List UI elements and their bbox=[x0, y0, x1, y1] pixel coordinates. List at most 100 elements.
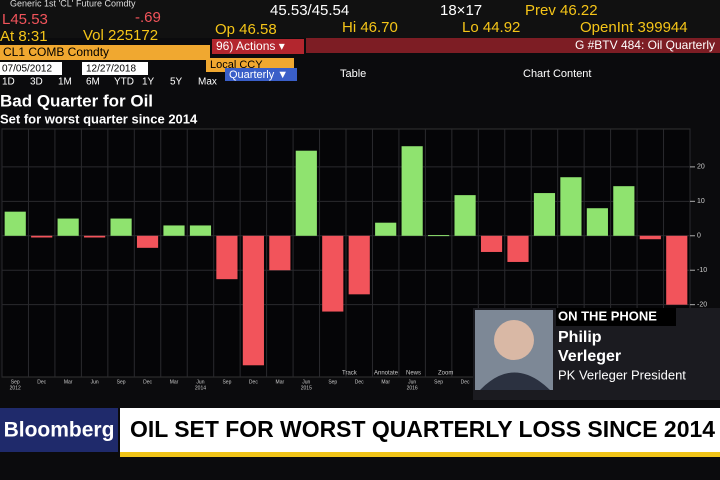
guest-suit bbox=[480, 372, 550, 390]
x-tick-label: Dec bbox=[249, 379, 258, 385]
currency[interactable]: Local CCY bbox=[210, 59, 263, 71]
chart-tool[interactable]: Track bbox=[342, 371, 358, 377]
end-date-box[interactable] bbox=[82, 62, 148, 75]
guest-title: PK Verleger President bbox=[558, 367, 686, 382]
x-tick-label: Dec bbox=[461, 379, 470, 385]
guest-face bbox=[494, 320, 534, 360]
x-tick-label: Jun bbox=[302, 379, 310, 385]
headline-box bbox=[120, 408, 720, 452]
headline-rule bbox=[120, 452, 720, 457]
range-button[interactable]: 5Y bbox=[170, 77, 183, 88]
range-button[interactable]: 6M bbox=[86, 77, 100, 88]
x-tick-label: Mar bbox=[170, 379, 179, 385]
quote-bar bbox=[0, 0, 720, 38]
y-tick-label: -20 bbox=[697, 302, 707, 309]
low: Lo 44.92 bbox=[462, 19, 520, 36]
range-button[interactable]: 1Y bbox=[142, 77, 155, 88]
time: At 8:31 bbox=[0, 28, 48, 45]
bar bbox=[216, 235, 238, 280]
range-button[interactable]: Max bbox=[198, 77, 217, 88]
chart-content[interactable]: Chart Content bbox=[523, 68, 591, 80]
bar bbox=[533, 193, 556, 236]
bar bbox=[507, 235, 529, 262]
ticker-box bbox=[0, 45, 210, 60]
bar bbox=[560, 177, 582, 236]
bar bbox=[269, 235, 291, 271]
bar bbox=[375, 222, 397, 236]
page-bar bbox=[306, 38, 720, 53]
chart-title: Bad Quarter for Oil bbox=[0, 91, 153, 110]
size: 18×17 bbox=[440, 2, 482, 19]
x-year-label: 2014 bbox=[195, 385, 206, 391]
x-tick-label: Jun bbox=[196, 379, 204, 385]
security: Generic 1st 'CL' Future Comdty bbox=[10, 0, 136, 8]
bar bbox=[666, 235, 688, 305]
bar bbox=[454, 195, 476, 236]
open-interest: OpenInt 399944 bbox=[580, 19, 688, 36]
guest-first: Philip bbox=[558, 329, 602, 346]
x-year-label: 2012 bbox=[10, 385, 21, 391]
actions-button[interactable] bbox=[212, 39, 304, 54]
x-year-label: 2015 bbox=[301, 385, 312, 391]
start-date[interactable]: 07/05/2012 bbox=[2, 64, 52, 75]
x-tick-label: Sep bbox=[117, 379, 126, 385]
y-tick-label: 10 bbox=[697, 198, 705, 205]
x-year-label: 2016 bbox=[407, 385, 418, 391]
last: L45.53 bbox=[2, 11, 48, 28]
guest-last: Verleger bbox=[558, 348, 621, 365]
ticker: CL1 COMB Comdty bbox=[3, 45, 109, 59]
x-tick-label: Mar bbox=[381, 379, 390, 385]
y-tick-label: 20 bbox=[697, 164, 705, 171]
range-button[interactable]: 3D bbox=[30, 77, 43, 88]
open: Op 46.58 bbox=[215, 21, 277, 38]
table[interactable]: Table bbox=[340, 68, 366, 80]
bar bbox=[639, 235, 661, 240]
prev: Prev 46.22 bbox=[525, 2, 598, 19]
bar bbox=[322, 235, 344, 312]
bar bbox=[84, 235, 106, 238]
x-tick-label: Sep bbox=[11, 379, 20, 385]
bar bbox=[295, 150, 317, 236]
x-tick-label: Sep bbox=[434, 379, 443, 385]
x-tick-label: Mar bbox=[276, 379, 285, 385]
high: Hi 46.70 bbox=[342, 19, 398, 36]
x-tick-label: Sep bbox=[222, 379, 231, 385]
bar bbox=[110, 218, 132, 236]
range-button[interactable]: YTD bbox=[114, 77, 134, 88]
period-box[interactable] bbox=[225, 68, 297, 81]
x-tick-label: Dec bbox=[143, 379, 152, 385]
x-tick-label: Sep bbox=[328, 379, 337, 385]
end-date[interactable]: 12/27/2018 bbox=[86, 64, 136, 75]
volume: Vol 225172 bbox=[83, 27, 158, 44]
bid-ask: 45.53/45.54 bbox=[270, 2, 349, 19]
bar bbox=[136, 235, 159, 248]
period[interactable]: Quarterly ▼ bbox=[229, 69, 288, 81]
range-button[interactable]: 1M bbox=[58, 77, 72, 88]
headline: OIL SET FOR WORST QUARTERLY LOSS SINCE 2… bbox=[130, 416, 715, 442]
brand-box bbox=[0, 408, 118, 452]
bar bbox=[189, 225, 212, 236]
brand: Bloomberg bbox=[4, 419, 115, 442]
bar bbox=[4, 211, 26, 236]
chart-tool[interactable]: News bbox=[406, 371, 421, 377]
guest-label: ON THE PHONE bbox=[558, 308, 657, 323]
start-date-box[interactable] bbox=[0, 62, 62, 75]
bar bbox=[613, 186, 635, 236]
bar bbox=[57, 218, 79, 236]
bar bbox=[31, 235, 53, 238]
bar bbox=[480, 235, 503, 252]
bar bbox=[348, 235, 370, 295]
bar bbox=[163, 225, 185, 236]
change: -.69 bbox=[135, 9, 161, 26]
range-button[interactable]: 1D bbox=[2, 77, 15, 88]
chart-subtitle: Set for worst quarter since 2014 bbox=[0, 111, 198, 126]
x-tick-label: Jun bbox=[91, 379, 99, 385]
bar bbox=[242, 235, 264, 366]
bar bbox=[428, 235, 450, 237]
x-tick-label: Dec bbox=[355, 379, 364, 385]
x-tick-label: Jun bbox=[408, 379, 416, 385]
chart-tool[interactable]: Zoom bbox=[438, 371, 453, 377]
actions[interactable]: 96) Actions ▾ bbox=[216, 39, 285, 53]
chart-tool[interactable]: Annotate bbox=[374, 371, 399, 377]
